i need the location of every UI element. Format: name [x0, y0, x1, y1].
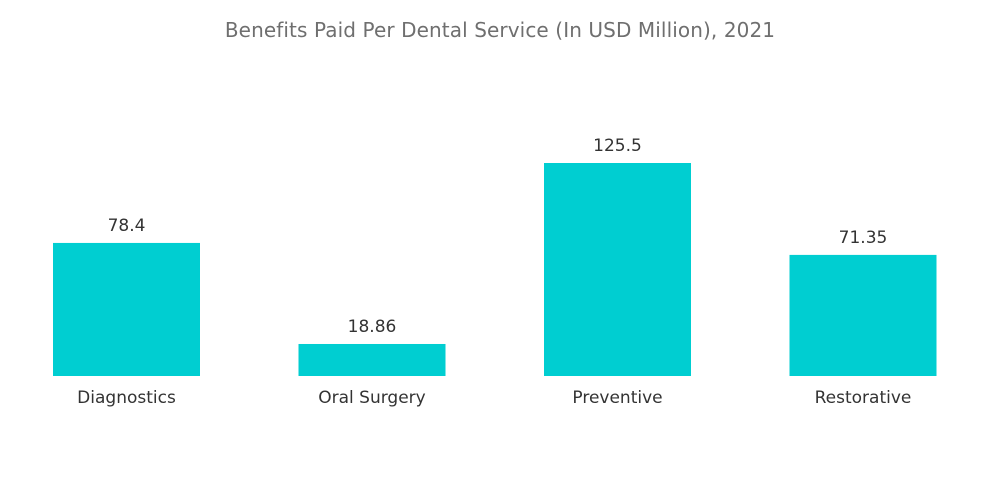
category-label-restorative: Restorative — [815, 388, 912, 408]
bar-restorative — [789, 254, 937, 376]
value-label-preventive: 125.5 — [593, 136, 642, 156]
category-label-preventive: Preventive — [572, 388, 662, 408]
bar-diagnostics — [53, 242, 200, 376]
bars-group — [53, 163, 937, 376]
bar-preventive — [544, 163, 691, 376]
value-label-restorative: 71.35 — [839, 228, 888, 248]
value-label-oral-surgery: 18.86 — [348, 317, 397, 337]
chart-title: Benefits Paid Per Dental Service (In USD… — [224, 18, 776, 42]
category-label-diagnostics: Diagnostics — [77, 388, 176, 408]
category-label-oral-surgery: Oral Surgery — [318, 388, 425, 408]
value-labels-group: 78.4 18.86 125.5 71.35 — [108, 136, 888, 337]
category-labels-group: Diagnostics Oral Surgery Preventive Restora… — [77, 388, 911, 408]
value-label-diagnostics: 78.4 — [108, 216, 146, 236]
bar-oral-surgery — [298, 343, 446, 376]
